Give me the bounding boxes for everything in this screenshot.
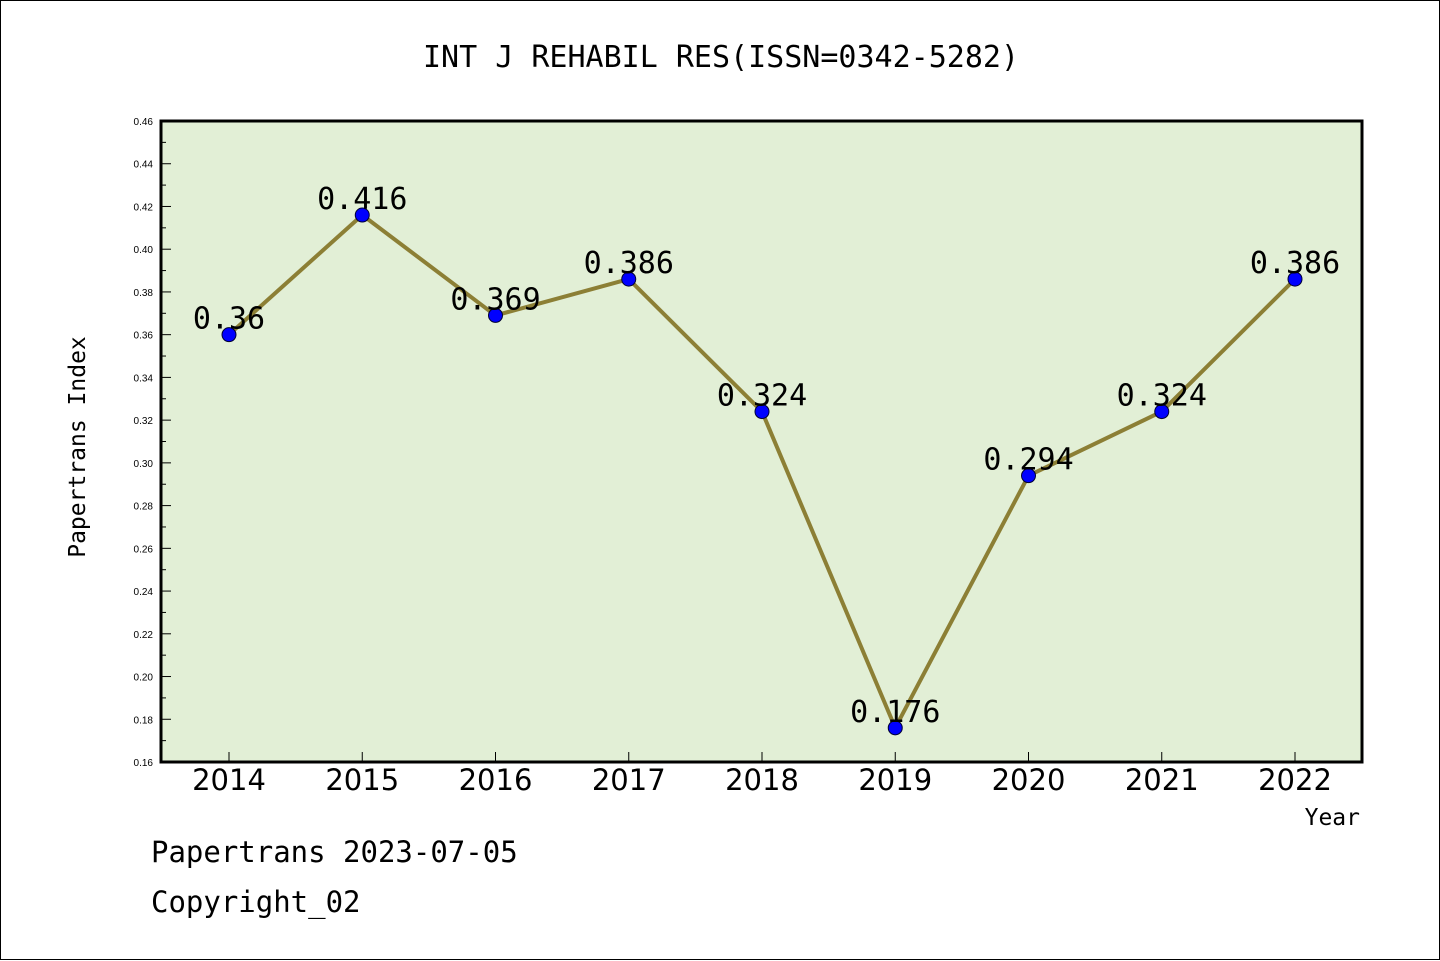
data-point-marker bbox=[621, 271, 637, 287]
data-point-marker bbox=[488, 307, 503, 323]
x-tick-label: 2018 bbox=[725, 763, 799, 797]
x-tick-label: 2017 bbox=[592, 763, 666, 797]
data-point-marker bbox=[354, 207, 370, 223]
data-point-marker bbox=[1021, 468, 1036, 484]
plot-area bbox=[161, 121, 1362, 762]
y-tick-label: 0.24 bbox=[134, 587, 154, 598]
x-axis-label: Year bbox=[1305, 805, 1360, 831]
y-tick-label: 0.40 bbox=[134, 245, 154, 256]
data-point-marker bbox=[887, 720, 903, 736]
y-tick-label: 0.20 bbox=[134, 673, 154, 684]
y-tick-label: 0.30 bbox=[134, 459, 154, 470]
plot-border bbox=[159, 119, 1364, 764]
y-tick-label: 0.46 bbox=[134, 117, 154, 128]
x-tick-label: 2020 bbox=[992, 763, 1066, 797]
y-tick-label: 0.32 bbox=[134, 416, 154, 427]
x-tick-label: 2016 bbox=[459, 763, 533, 797]
data-point-marker bbox=[1154, 404, 1170, 420]
y-tick-label: 0.16 bbox=[134, 758, 154, 769]
data-point-marker bbox=[221, 327, 237, 343]
data-label: 0.36 bbox=[193, 302, 265, 337]
data-labels: 0.36 0.416 0.369 0.386 0.324 0.176 0.294 0.324 0… bbox=[193, 182, 1340, 730]
y-axis-label: Papertrans Index bbox=[65, 336, 91, 558]
x-axis-ticks: 2014 2015 2016 2017 2018 2019 2020 2021 2022 bbox=[192, 752, 1332, 797]
series-markers bbox=[221, 207, 1303, 736]
footer-copyright: Copyright_02 bbox=[151, 885, 361, 919]
data-label: 0.386 bbox=[584, 246, 674, 281]
data-label: 0.324 bbox=[1117, 379, 1207, 414]
y-tick-label: 0.38 bbox=[134, 288, 154, 299]
y-tick-label: 0.28 bbox=[134, 502, 154, 513]
y-tick-label: 0.26 bbox=[134, 544, 154, 555]
data-point-marker bbox=[1287, 271, 1303, 287]
data-label: 0.324 bbox=[717, 379, 807, 414]
y-tick-label: 0.42 bbox=[134, 202, 154, 213]
x-tick-label: 2015 bbox=[325, 763, 399, 797]
x-tick-label: 2022 bbox=[1258, 763, 1332, 797]
y-tick-label: 0.44 bbox=[134, 160, 154, 171]
x-tick-label: 2014 bbox=[192, 763, 266, 797]
chart-title: INT J REHABIL RES(ISSN=0342-5282) bbox=[423, 40, 1019, 75]
y-tick-label: 0.18 bbox=[134, 715, 154, 726]
y-tick-label: 0.36 bbox=[134, 331, 154, 342]
y-tick-label: 0.34 bbox=[134, 373, 154, 384]
x-tick-label: 2021 bbox=[1125, 763, 1199, 797]
data-label: 0.176 bbox=[850, 695, 940, 730]
data-point-marker bbox=[754, 404, 770, 420]
data-label: 0.386 bbox=[1250, 246, 1340, 281]
data-label: 0.369 bbox=[450, 282, 540, 317]
y-tick-label: 0.22 bbox=[134, 630, 154, 641]
data-label: 0.416 bbox=[317, 182, 407, 217]
footer-date: Papertrans 2023-07-05 bbox=[151, 835, 518, 869]
x-tick-label: 2019 bbox=[858, 763, 932, 797]
y-axis-ticks: 0.16 0.18 0.20 0.22 0.24 0.26 0.28 0.30 0.32 0.34… bbox=[134, 117, 171, 769]
data-label: 0.294 bbox=[983, 443, 1073, 478]
